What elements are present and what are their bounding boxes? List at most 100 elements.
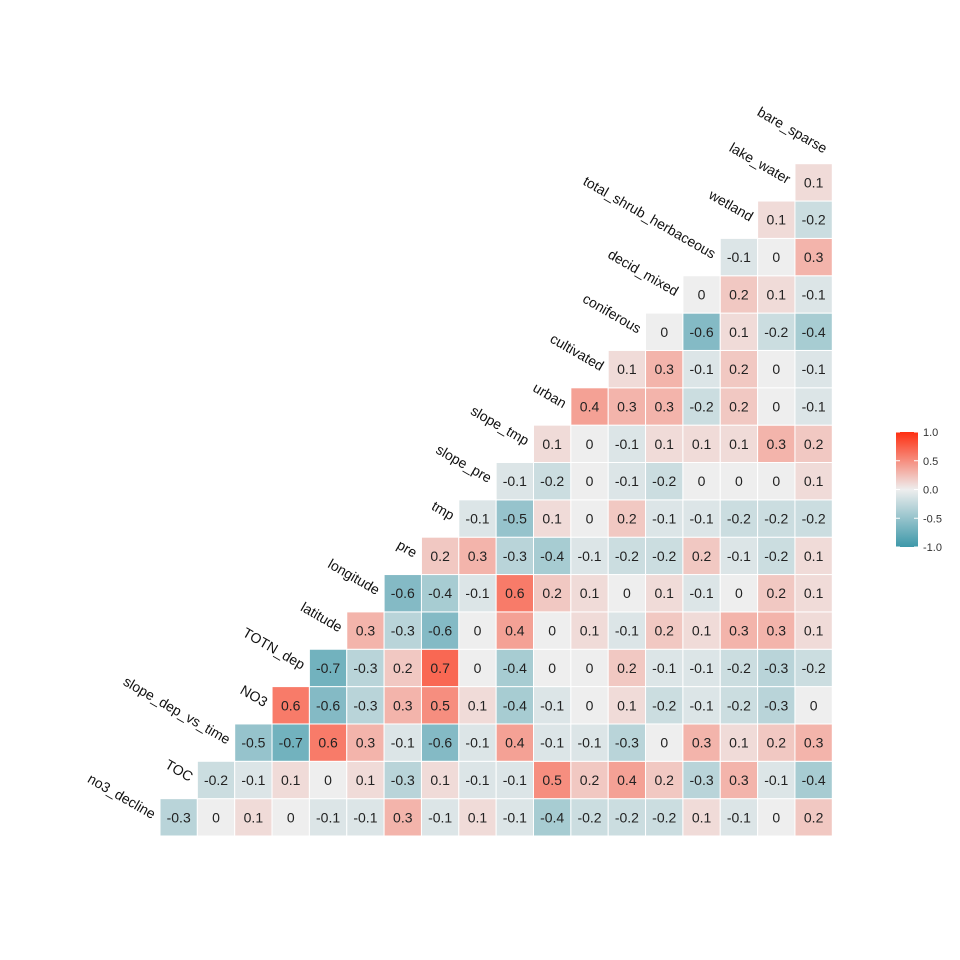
- cell-value-label: -0.1: [652, 660, 676, 676]
- cell-value-label: -0.4: [540, 809, 564, 825]
- cell-value-label: 0.1: [692, 809, 712, 825]
- cell-value-label: -0.3: [353, 660, 377, 676]
- cell-value-label: 0.6: [318, 735, 338, 751]
- heatmap-cell: [794, 760, 833, 800]
- heatmap-cell: [308, 686, 348, 725]
- cell-value-label: -0.1: [316, 809, 340, 825]
- heatmap-cell: [794, 387, 833, 426]
- heatmap-cell: [495, 574, 534, 613]
- legend-tick-label: 0.5: [923, 456, 938, 468]
- cell-value-label: 0.1: [356, 772, 376, 788]
- cell-value-label: 0: [772, 249, 780, 265]
- cell-value-label: -0.2: [690, 398, 714, 414]
- heatmap-cell: [794, 237, 833, 277]
- cell-value-label: -0.1: [690, 361, 714, 377]
- variable-label: wetland: [705, 186, 756, 224]
- heatmap-cell: [719, 275, 759, 314]
- heatmap-cell: [607, 499, 647, 538]
- cell-value-label: -0.4: [802, 772, 826, 788]
- variable-label: urban: [530, 379, 569, 411]
- heatmap-cell: [346, 798, 385, 837]
- cell-value-label: -0.1: [802, 361, 826, 377]
- cell-value-label: 0: [586, 473, 594, 489]
- heatmap-cell: [607, 798, 647, 837]
- cell-value-label: -0.5: [503, 511, 527, 527]
- cell-value-label: -0.1: [577, 548, 601, 564]
- cell-value-label: 0.1: [804, 473, 824, 489]
- legend-colorbar: [896, 432, 918, 547]
- cell-value-label: -0.1: [690, 585, 714, 601]
- variable-label: decid_mixed: [605, 246, 681, 299]
- heatmap-cell: [234, 723, 273, 762]
- heatmap-cell: [159, 798, 198, 837]
- heatmap-cell: [570, 723, 609, 762]
- variable-label: no3_decline: [85, 770, 159, 822]
- cell-value-label: 0: [772, 473, 780, 489]
- heatmap-cell: [757, 760, 796, 800]
- heatmap-cell: [607, 387, 647, 426]
- heatmap-cell: [682, 349, 721, 389]
- cell-value-label: -0.4: [503, 697, 527, 713]
- heatmap-cells: [159, 163, 833, 837]
- cell-value-label: 0.1: [617, 361, 637, 377]
- heatmap-cell: [794, 163, 833, 202]
- heatmap-cell: [570, 648, 609, 688]
- variable-label: longitude: [325, 556, 382, 598]
- cell-value-label: -0.2: [652, 548, 676, 564]
- cell-value-label: -0.1: [690, 697, 714, 713]
- heatmap-cell: [458, 798, 497, 837]
- cell-value-label: 0.1: [542, 511, 562, 527]
- heatmap-cell: [346, 686, 385, 725]
- heatmap-cell: [794, 349, 833, 389]
- heatmap-cell: [607, 424, 647, 463]
- cell-value-label: -0.4: [540, 548, 564, 564]
- heatmap-cell: [346, 648, 385, 688]
- cell-value-label: -0.3: [764, 660, 788, 676]
- heatmap-cell: [383, 648, 422, 688]
- cell-value-label: -0.1: [615, 473, 639, 489]
- legend-tick-label: -1.0: [923, 542, 942, 554]
- variable-label: slope_dep_vs_time: [121, 673, 234, 747]
- cell-value-label: 0: [548, 660, 556, 676]
- cell-value-label: 0.3: [393, 809, 413, 825]
- cell-value-label: 0.3: [468, 548, 488, 564]
- variable-label: lake_water: [727, 139, 794, 187]
- cell-value-label: 0.6: [281, 697, 301, 713]
- cell-value-label: 0.2: [542, 585, 562, 601]
- cell-value-label: -0.3: [764, 697, 788, 713]
- cell-value-label: -0.6: [391, 585, 415, 601]
- heatmap-cell: [495, 798, 534, 837]
- heatmap-cell: [570, 499, 609, 538]
- cell-value-label: 0: [287, 809, 295, 825]
- heatmap-cell: [645, 312, 684, 351]
- cell-value-label: 0.1: [692, 436, 712, 452]
- heatmap-cell: [794, 798, 833, 837]
- heatmap-cell: [308, 723, 348, 762]
- legend-tick-label: -0.5: [923, 513, 942, 525]
- variable-label: slope_pre: [433, 441, 494, 486]
- heatmap-cell: [420, 760, 460, 800]
- cell-value-label: 0: [623, 585, 631, 601]
- cell-value-label: 0: [698, 286, 706, 302]
- cell-value-label: -0.1: [727, 548, 751, 564]
- heatmap-cell-labels: -0.3 0 0.1 0 -0.1 -0.1 0.3 -0.1 0.1 -0.1 -0.4 -0.2-…: [167, 174, 826, 825]
- cell-value-label: -0.1: [727, 249, 751, 265]
- cell-value-label: -0.2: [727, 511, 751, 527]
- cell-value-label: 0.4: [505, 735, 525, 751]
- cell-value-label: -0.3: [503, 548, 527, 564]
- cell-value-label: 0.2: [654, 772, 674, 788]
- heatmap-cell: [533, 648, 572, 688]
- heatmap-cell: [757, 312, 796, 351]
- heatmap-cell: [682, 574, 721, 613]
- heatmap-cell: [346, 611, 385, 650]
- cell-value-label: -0.2: [764, 511, 788, 527]
- cell-value-label: -0.2: [727, 660, 751, 676]
- heatmap-cell: [794, 424, 833, 463]
- cell-value-label: 0.3: [617, 398, 637, 414]
- heatmap-cell: [495, 760, 534, 800]
- cell-value-label: -0.6: [316, 697, 340, 713]
- heatmap-cell: [794, 536, 833, 576]
- variable-label: TOC: [162, 756, 195, 785]
- cell-value-label: 0.4: [580, 398, 600, 414]
- heatmap-cell: [757, 275, 796, 314]
